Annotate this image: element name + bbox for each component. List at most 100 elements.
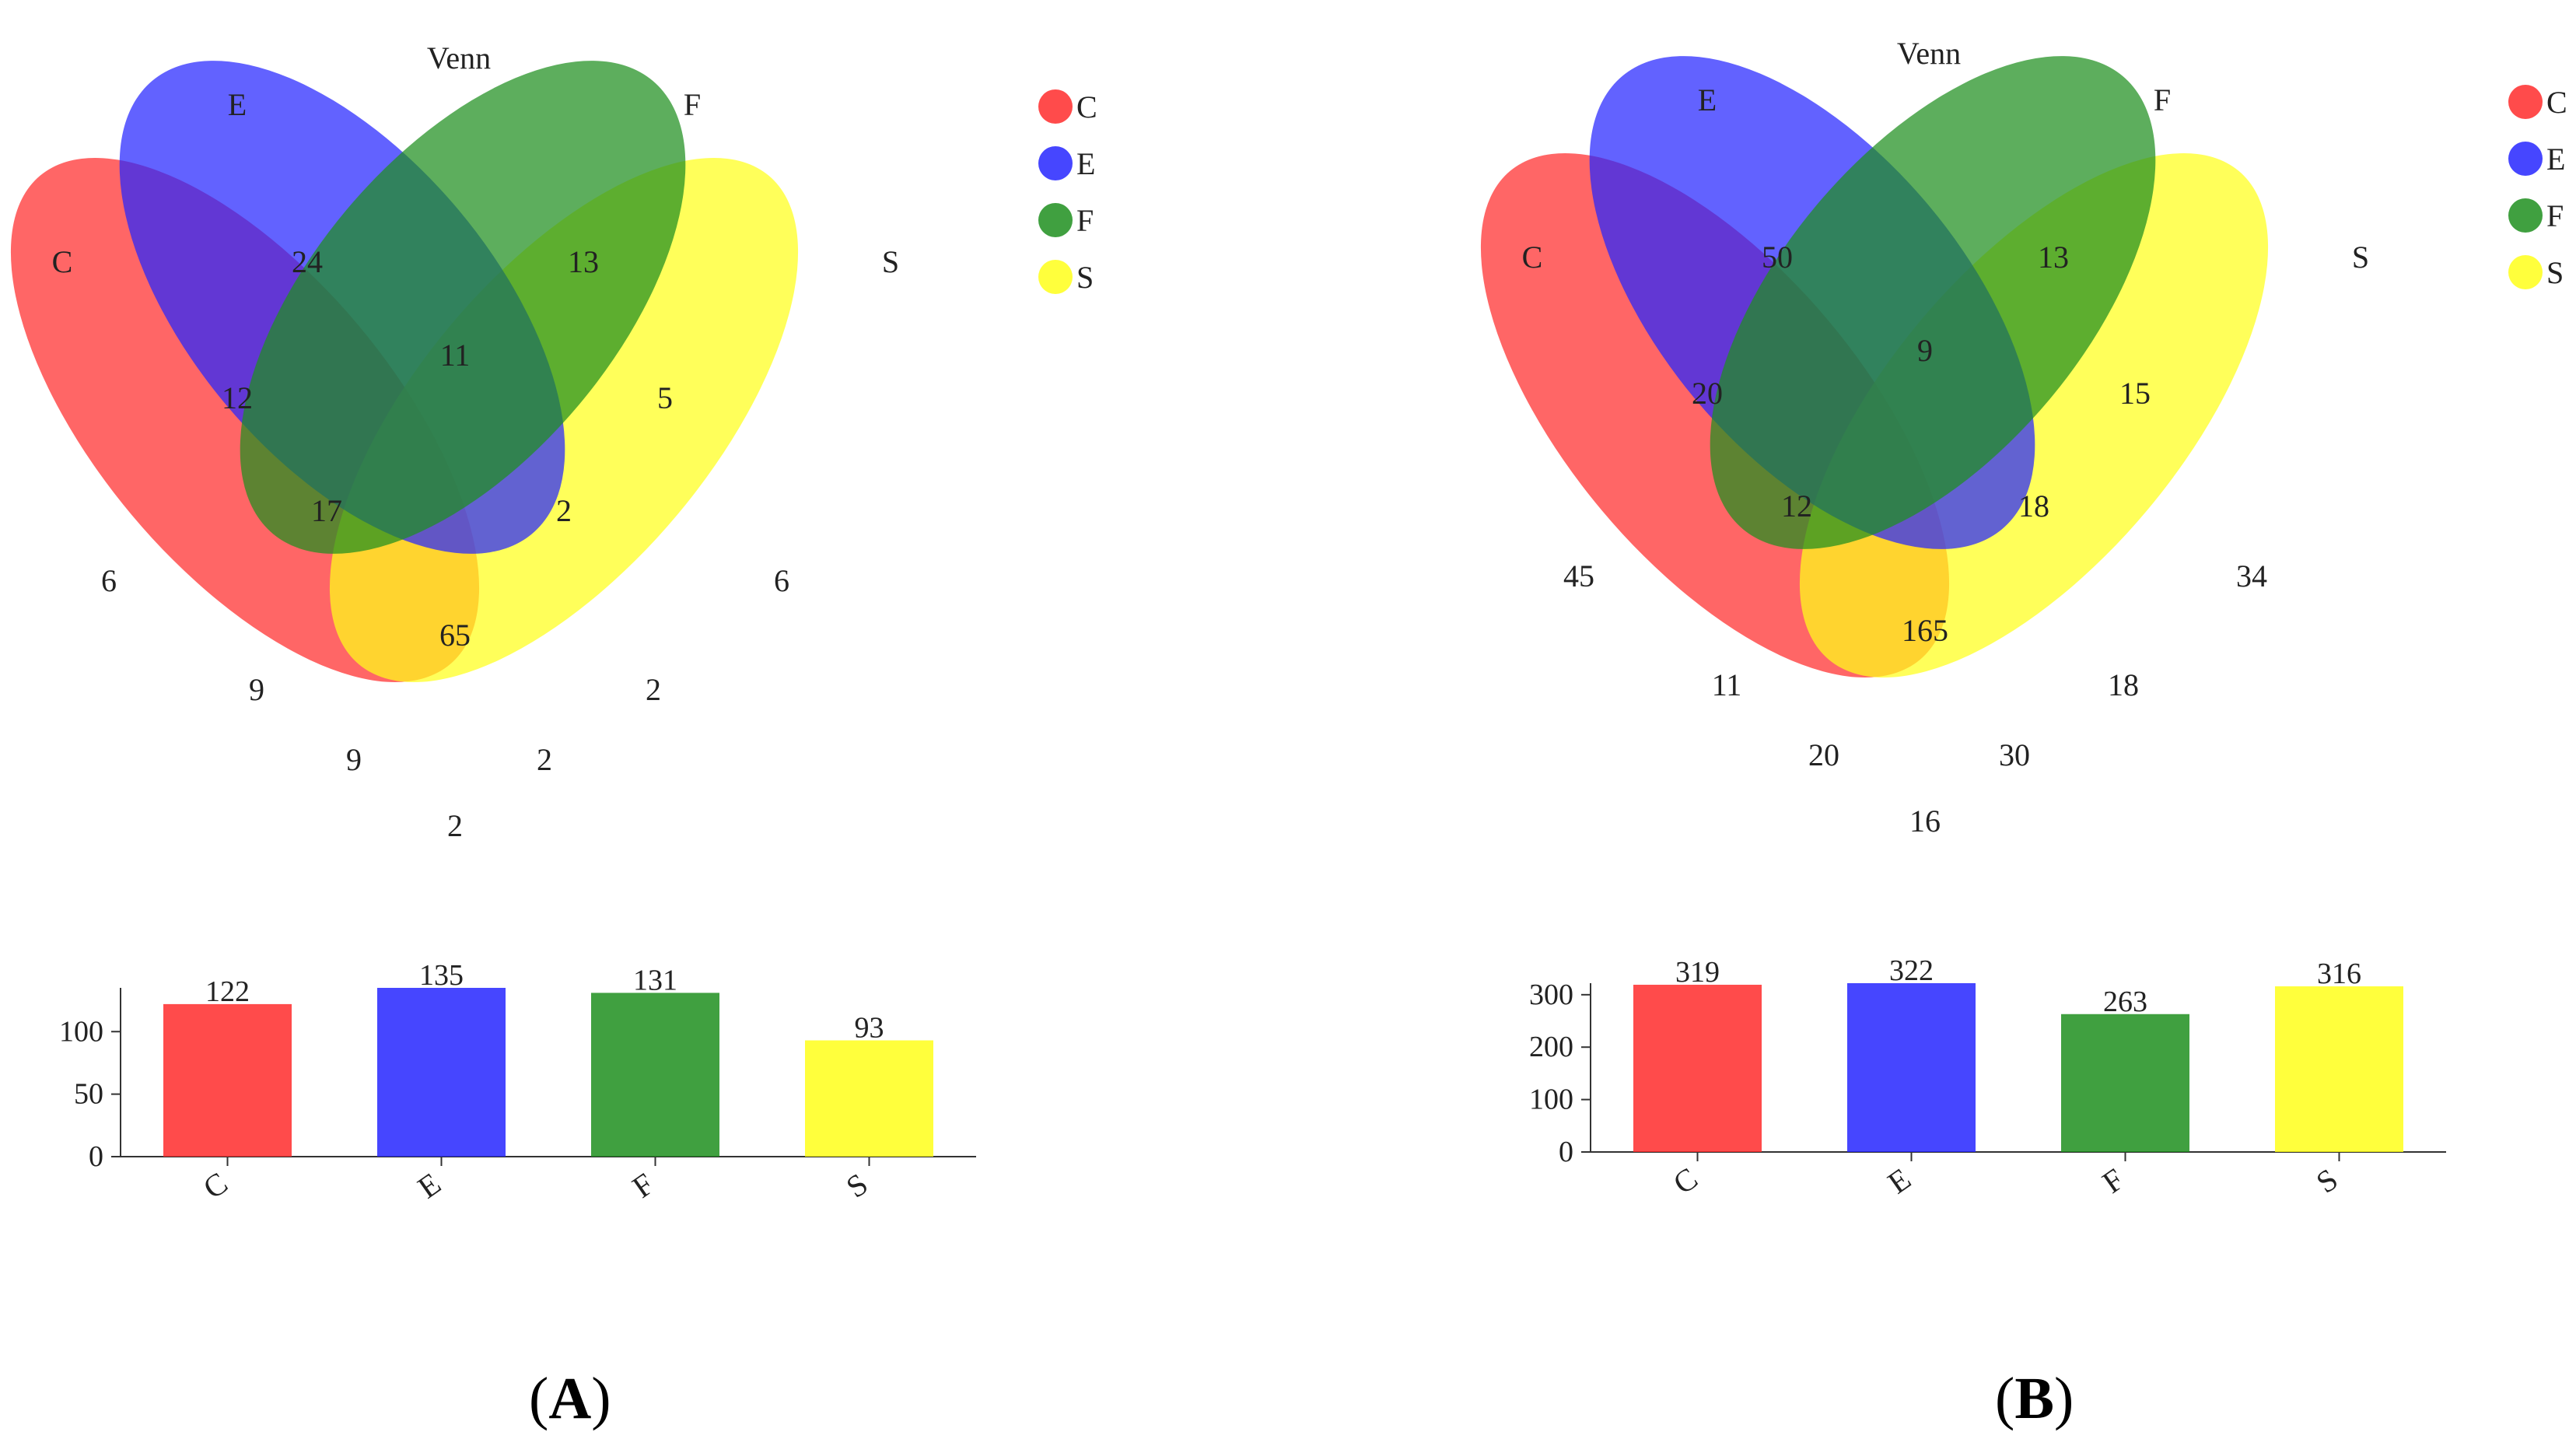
panel-a-legend-marker-e (1038, 146, 1073, 180)
panel-a-bar-y-tick-label: 50 (74, 1078, 103, 1111)
panel-a-region-count-es: 2 (646, 672, 661, 707)
panel-b-legend-label-f: F (2546, 198, 2564, 233)
panel-a-legend-label-e: E (1076, 146, 1095, 181)
panel-a-bar-x-tick-label-f: F (626, 1166, 660, 1205)
panel-a-set-label-f: F (684, 87, 701, 122)
panel-b-region-count-cfs: 30 (1999, 737, 2030, 772)
panel-a-set-label-e: E (228, 87, 247, 122)
panel-a-legend-marker-c (1038, 89, 1073, 124)
panel-b-legend-marker-f (2508, 198, 2543, 233)
panel-a-region-count-s: 6 (774, 563, 789, 598)
panel-a-bar-e (377, 988, 506, 1157)
panel-a-bar-x-tick-label-c: C (197, 1165, 234, 1206)
panel-b-bar-x-tick-label-e: E (1881, 1161, 1917, 1201)
panel-b-bar-y-tick-label: 300 (1529, 979, 1573, 1011)
panel-a-region-count-c: 6 (101, 563, 117, 598)
panel-b-region-count-c: 45 (1563, 558, 1594, 593)
panel-a-ellipse-f (240, 61, 686, 554)
panel-b-region-count-ef: 9 (1917, 333, 1933, 368)
panel-a-region-count-efs: 2 (556, 493, 572, 528)
panel-b-bar-value-label-e: 322 (1889, 954, 1934, 987)
panel-label-b: (B) (1995, 1366, 2074, 1431)
panel-b-venn-ellipses (1480, 56, 2269, 677)
panel-a-region-count-cefs: 65 (439, 618, 471, 653)
panel-b-legend-marker-c (2508, 85, 2543, 119)
panel-b-set-label-e: E (1698, 82, 1717, 117)
panel-b-bar-chart: 0 100 200 300 319 C 322 E 263 F 316 S (1529, 954, 2446, 1201)
panel-b-bar-f (2061, 1014, 2189, 1152)
panel-b-legend-marker-e (2508, 142, 2543, 176)
panel-b-bar-x-tick-label-c: C (1667, 1161, 1704, 1201)
panel-b-bar-value-label-f: 263 (2103, 986, 2147, 1018)
panel-b-set-label-s: S (2352, 240, 2369, 275)
panel-b-legend-label-s: S (2546, 255, 2564, 290)
panel-b-legend-label-e: E (2546, 142, 2565, 177)
panel-b-bar-x-tick-label-s: S (2310, 1161, 2344, 1200)
panel-a-region-count-fs: 5 (657, 380, 673, 415)
panel-b-region-count-es: 18 (2108, 667, 2139, 702)
panel-a-region-count-cs: 2 (447, 808, 463, 843)
panel-b-chart-title: Venn (1897, 36, 1961, 71)
panel-a-bar-value-label-s: 93 (855, 1012, 884, 1045)
panel-b-bar-value-label-s: 316 (2317, 958, 2361, 990)
panel-b-region-count-cefs: 165 (1902, 613, 1948, 648)
panel-b-bar-x-tick-label-f: F (2096, 1161, 2130, 1200)
panel-a-bar-chart: 0 50 100 122 C 135 E 131 F 93 S (59, 959, 976, 1206)
panel-a-bar-x-tick-label-e: E (411, 1166, 447, 1206)
panel-b-legend-label-c: C (2546, 85, 2567, 120)
panel-a-region-count-ce: 12 (222, 380, 253, 415)
panel-a-chart-title: Venn (427, 40, 491, 75)
panel-a-legend-marker-s (1038, 260, 1073, 294)
panel-b-region-count-ces: 20 (1808, 737, 1839, 772)
panel-b-set-label-c: C (1522, 240, 1543, 275)
panel-b-region-count-efs: 18 (2018, 488, 2049, 523)
panel-a-region-count-cf: 9 (249, 672, 264, 707)
panel-b-region-count-e: 50 (1762, 240, 1793, 275)
panel-b-region-count-f: 13 (2038, 240, 2069, 275)
panel-a-legend-label-f: F (1076, 203, 1094, 238)
panel-b-region-count-cs: 16 (1909, 804, 1941, 839)
panel-a-bar-y-tick-label: 0 (89, 1140, 103, 1173)
panel-label-a: (A) (529, 1366, 611, 1431)
panel-a-bar-s (805, 1040, 933, 1157)
panel-b-bar-value-label-c: 319 (1675, 956, 1720, 989)
panel-a-bar-y-tick-label: 100 (59, 1015, 103, 1048)
panel-a-bar-value-label-c: 122 (205, 975, 250, 1008)
panel-b-legend-marker-s (2508, 255, 2543, 289)
panel-a-set-label-c: C (52, 244, 73, 279)
panel-a-region-count-cef: 17 (311, 493, 342, 528)
panel-b-bar-y-tick-label: 0 (1559, 1136, 1573, 1168)
panel-b-ellipse-f (1710, 56, 2156, 549)
panel-b-bar-e (1847, 983, 1976, 1152)
panel-b-region-count-fs: 15 (2119, 376, 2151, 411)
panel-b-set-label-f: F (2154, 82, 2171, 117)
panel-b-bar-y-tick-label: 200 (1529, 1031, 1573, 1063)
panel-a-bar-x-tick-label-s: S (840, 1166, 874, 1205)
panel-a-venn-ellipses (10, 61, 799, 682)
panel-a-legend-label-c: C (1076, 89, 1097, 124)
panel-a-bar-value-label-f: 131 (633, 964, 677, 996)
panel-a-region-count-e: 24 (292, 244, 323, 279)
panel-b-region-count-ce: 20 (1692, 376, 1723, 411)
panel-a-bar-value-label-e: 135 (419, 959, 464, 992)
panel-b-bar-y-tick-label: 100 (1529, 1084, 1573, 1116)
panel-a-legend-marker-f (1038, 203, 1073, 237)
panel-b-region-count-s: 34 (2236, 558, 2267, 593)
panel-a-bar-f (591, 993, 719, 1157)
panel-a-region-count-f: 13 (568, 244, 599, 279)
panel-b-region-count-cf: 11 (1712, 667, 1742, 702)
panel-a-region-count-cfs: 2 (537, 742, 552, 777)
panel-a-bar-c (163, 1003, 292, 1157)
panel-b-bar-s (2275, 986, 2403, 1152)
panel-a-region-count-ces: 9 (346, 742, 362, 777)
panel-a-set-label-s: S (882, 244, 899, 279)
panel-a-region-count-ef: 11 (440, 338, 471, 373)
panel-b-region-count-cef: 12 (1781, 488, 1812, 523)
panel-b-bar-c (1633, 985, 1762, 1152)
panel-a-legend-label-s: S (1076, 260, 1094, 295)
